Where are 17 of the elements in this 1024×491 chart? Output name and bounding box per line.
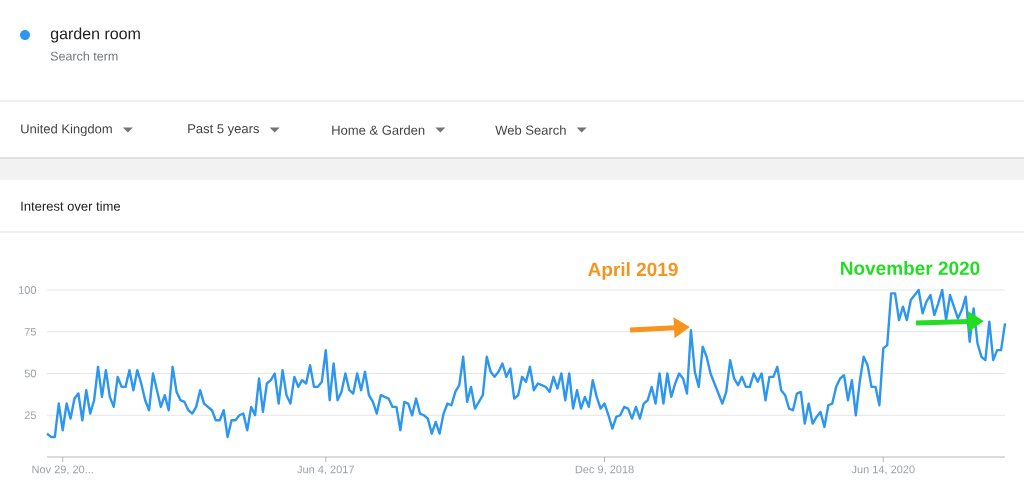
chart-title: Interest over time xyxy=(21,201,121,211)
legend-title: Search term xyxy=(50,51,118,61)
text: Home & Garden xyxy=(332,125,425,135)
x-tick-label: Jun 4, 2017 xyxy=(297,465,354,475)
x-tick-label: Nov 29, 20... xyxy=(32,465,93,475)
legend-label: garden room xyxy=(50,27,140,43)
text: Web Search xyxy=(495,125,566,135)
x-tick-label: Dec 9, 2018 xyxy=(575,465,634,475)
y-tick-label: 100 xyxy=(18,286,37,294)
text: November 2020 xyxy=(841,261,980,275)
y-tick-label: 25 xyxy=(24,411,37,420)
x-tick-label: Jun 14, 2020 xyxy=(851,465,915,475)
text: United Kingdom xyxy=(21,123,112,137)
y-tick-label: 75 xyxy=(24,327,37,336)
text: Past 5 years xyxy=(188,124,259,136)
y-tick-label: 50 xyxy=(24,369,37,378)
text: April 2019 xyxy=(588,262,678,280)
